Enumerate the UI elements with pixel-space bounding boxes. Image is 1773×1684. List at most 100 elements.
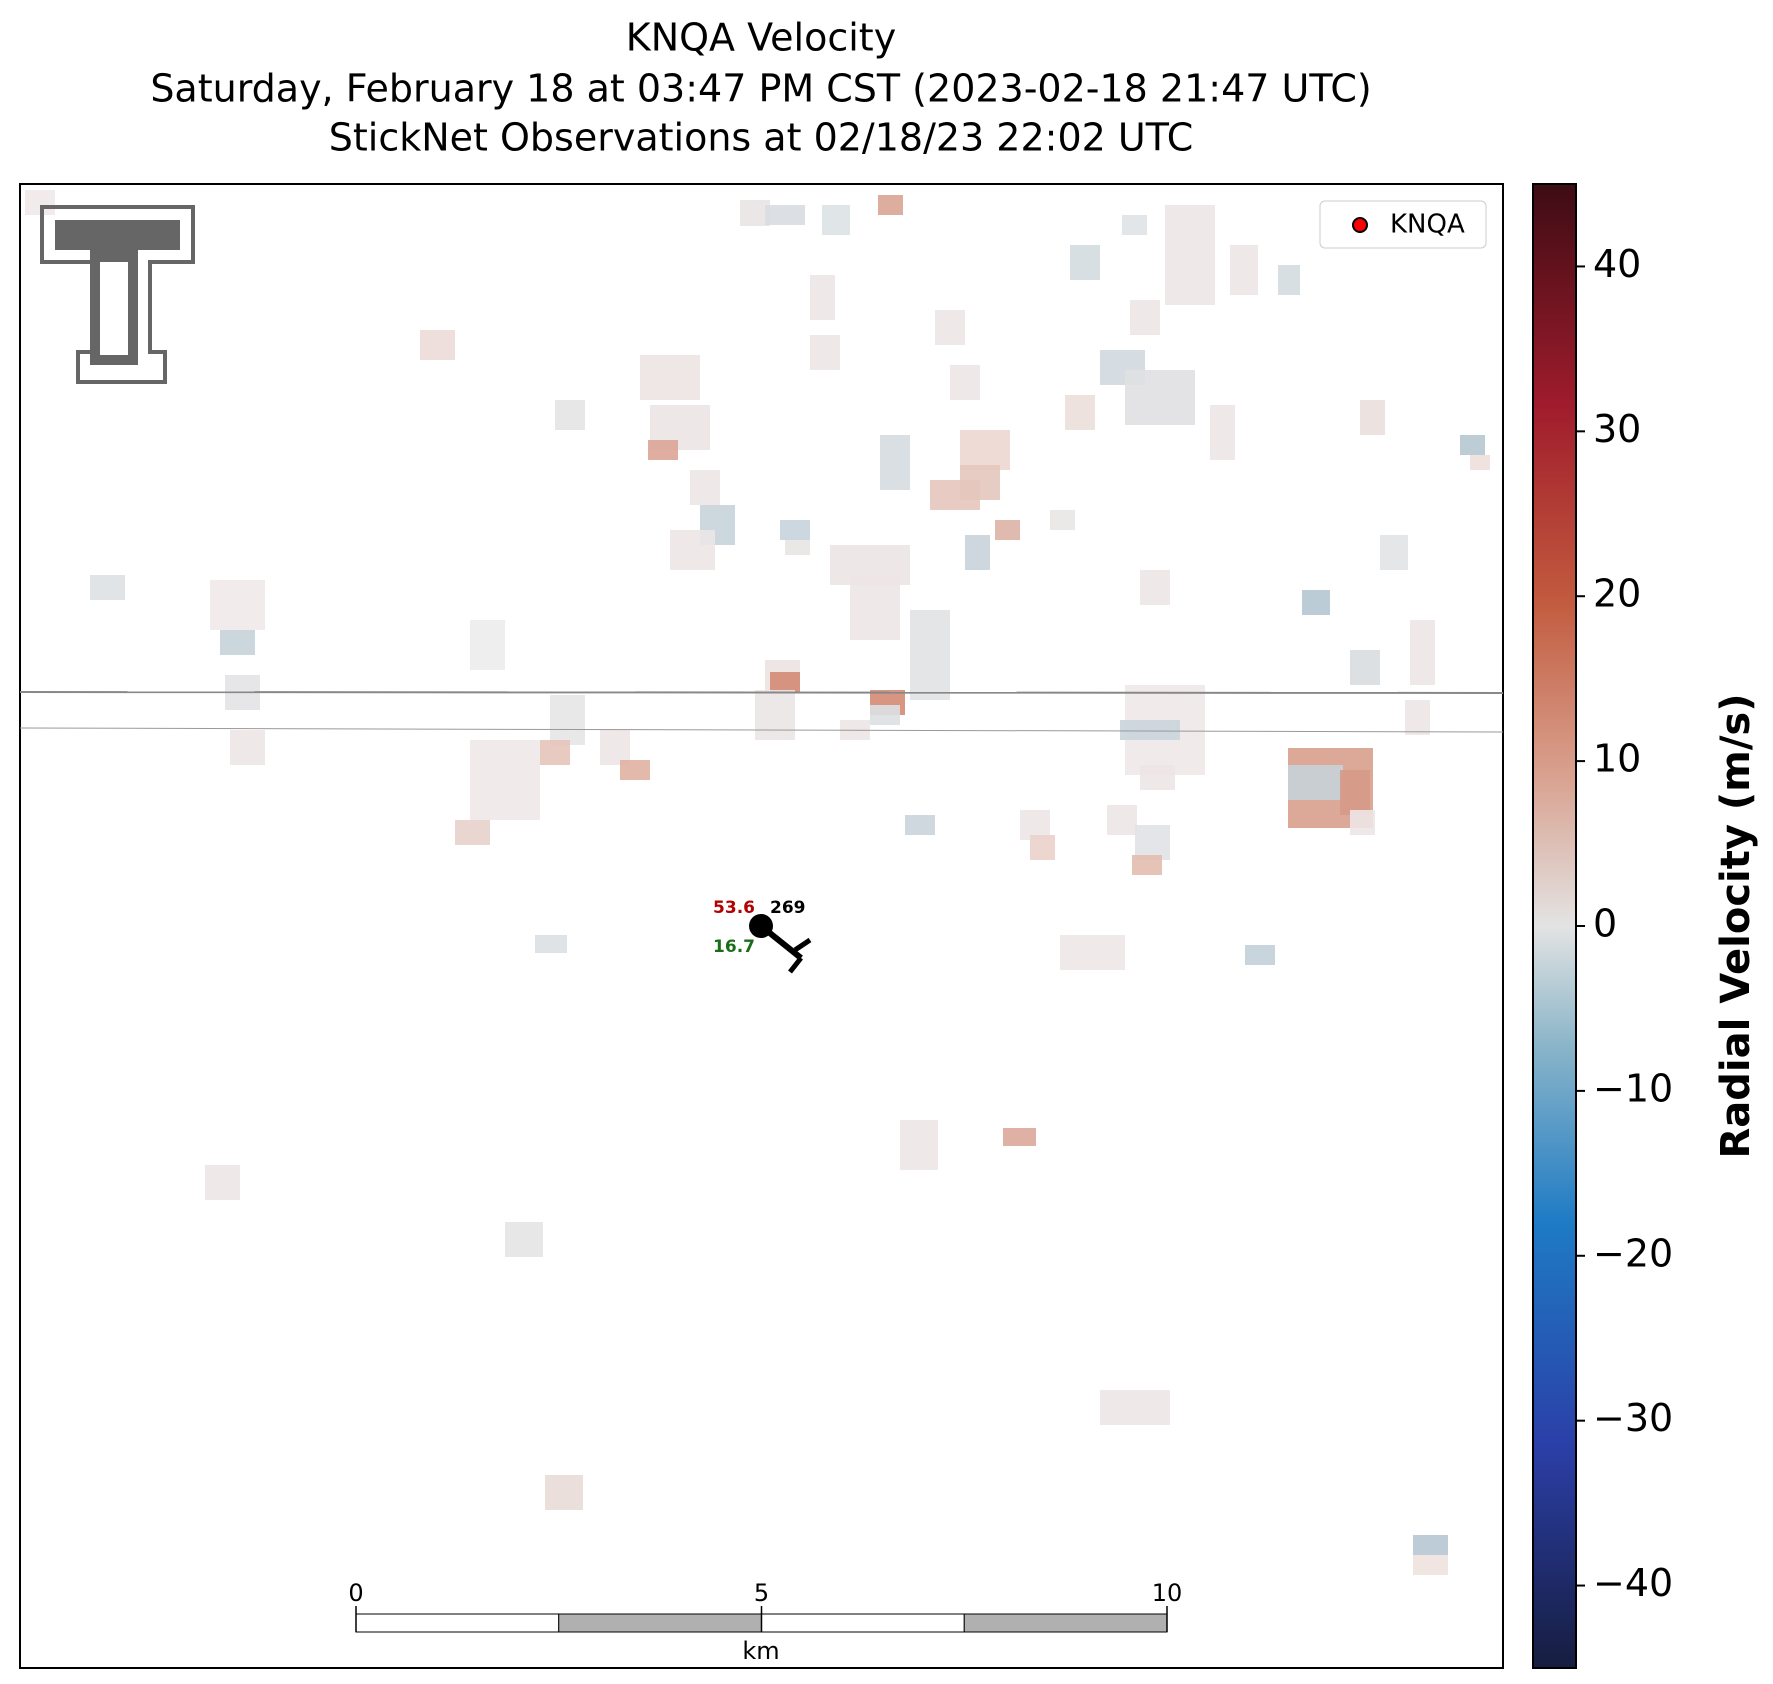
- radar-cell: [455, 820, 490, 845]
- radar-cell: [1165, 205, 1215, 305]
- radar-cell: [1230, 245, 1258, 295]
- radar-cell: [765, 205, 805, 225]
- radar-cell: [1350, 810, 1375, 835]
- radar-cell: [1380, 535, 1408, 570]
- radar-cell: [1070, 245, 1100, 280]
- colorbar-tick-label: 40: [1593, 242, 1641, 286]
- map-frame: [19, 183, 1504, 1669]
- colorbar-tick-label: 0: [1593, 902, 1617, 946]
- radar-cell: [1135, 825, 1170, 860]
- radar-cell: [550, 695, 585, 745]
- legend-marker: [1352, 217, 1368, 233]
- scale-bar: km 0 5 10: [348, 1579, 1182, 1665]
- radar-cell: [1130, 300, 1160, 335]
- radar-cell: [1120, 720, 1180, 740]
- radar-cell: [1100, 1390, 1170, 1425]
- radar-cell: [620, 760, 650, 780]
- dewpoint: 16.7: [713, 937, 755, 957]
- radar-cell: [1278, 265, 1300, 295]
- legend-box: [1319, 200, 1487, 249]
- radar-cell: [1125, 370, 1195, 425]
- subtitle: StickNet Observations at 02/18/23 22:02 …: [329, 116, 1193, 160]
- radar-cell: [1245, 945, 1275, 965]
- radar-cell: [850, 575, 900, 640]
- radar-cell: [1410, 620, 1435, 685]
- scale-tick-label: 0: [348, 1579, 363, 1607]
- radar-cell: [1413, 1555, 1448, 1575]
- radar-cell: [640, 355, 700, 400]
- wind-direction: 269: [770, 898, 806, 918]
- radar-cell: [1140, 765, 1175, 790]
- scale-segment: [558, 1613, 762, 1633]
- legend: KNQA: [1319, 200, 1487, 249]
- scale-segment: [355, 1613, 560, 1633]
- radar-cell: [648, 440, 678, 460]
- radar-cell: [1003, 1128, 1036, 1146]
- colorbar-tick-label: −20: [1593, 1231, 1673, 1275]
- radar-cell: [995, 520, 1020, 540]
- colorbar-label: Radial Velocity (m/s): [1713, 693, 1759, 1158]
- radar-cell: [690, 470, 720, 505]
- radar-cell: [1340, 770, 1370, 815]
- colorbar-axis: −40 −30 −20 −10 0 10 20 30 40: [1576, 242, 1673, 1605]
- title: KNQA Velocity: [626, 16, 896, 60]
- radar-cell: [780, 520, 810, 540]
- colorbar-tick-label: −40: [1593, 1561, 1673, 1605]
- radar-cell: [822, 205, 850, 235]
- county-line: [19, 691, 1504, 694]
- radar-cell: [535, 935, 567, 953]
- scale-tick-label: 5: [754, 1579, 769, 1607]
- radar-cell: [1288, 765, 1343, 800]
- radar-cell: [210, 580, 265, 630]
- temperature: 53.6: [713, 898, 755, 918]
- radar-cell: [545, 1475, 583, 1510]
- radar-cell: [950, 365, 980, 400]
- radar-cell: [810, 335, 840, 370]
- radar-cell: [810, 275, 835, 320]
- radar-cell: [1050, 510, 1075, 530]
- radar-cell: [1107, 805, 1137, 835]
- radar-cell: [935, 310, 965, 345]
- radar-cell: [910, 610, 950, 700]
- radar-cell: [785, 540, 810, 555]
- colorbar-tick-label: 20: [1593, 572, 1641, 616]
- radar-cell: [1350, 650, 1380, 685]
- radar-cell: [555, 400, 585, 430]
- radar-cell: [470, 740, 540, 820]
- radar-cell: [1060, 935, 1125, 970]
- radar-cell: [1030, 835, 1055, 860]
- legend-label: KNQA: [1390, 210, 1465, 240]
- radar-cell: [230, 730, 265, 765]
- radar-cell: [505, 1222, 543, 1257]
- radar-cell: [1210, 405, 1235, 460]
- radar-cell: [1302, 590, 1330, 615]
- county-line: [19, 727, 1504, 733]
- scale-unit: km: [742, 1637, 779, 1665]
- map: [25, 190, 1490, 1575]
- radar-cell: [900, 1120, 938, 1170]
- colorbar-tick-label: −10: [1593, 1066, 1673, 1110]
- radar-cell: [600, 730, 630, 765]
- radar-cell: [870, 705, 900, 725]
- radar-cell: [670, 530, 715, 570]
- colorbar-tick-label: −30: [1593, 1396, 1673, 1440]
- radar-cell: [205, 1165, 240, 1200]
- station-marker: [749, 914, 773, 938]
- radar-cell: [755, 690, 795, 740]
- scale-tick-label: 10: [1152, 1579, 1183, 1607]
- radar-cell: [878, 195, 903, 215]
- radar-cell: [1405, 700, 1430, 735]
- radar-cell: [1413, 1535, 1448, 1555]
- wind-barb: [793, 937, 812, 953]
- radar-cell: [90, 575, 125, 600]
- station-plot: 53.6 269 16.7: [713, 898, 812, 974]
- scale-segment: [761, 1613, 965, 1633]
- radar-cell: [420, 330, 455, 360]
- radar-cell: [1470, 455, 1490, 470]
- radar-cell: [965, 535, 990, 570]
- radar-cell: [1140, 570, 1170, 605]
- radar-cell: [1360, 400, 1385, 435]
- radar-cell: [960, 465, 1000, 500]
- colorbar: [1532, 183, 1577, 1669]
